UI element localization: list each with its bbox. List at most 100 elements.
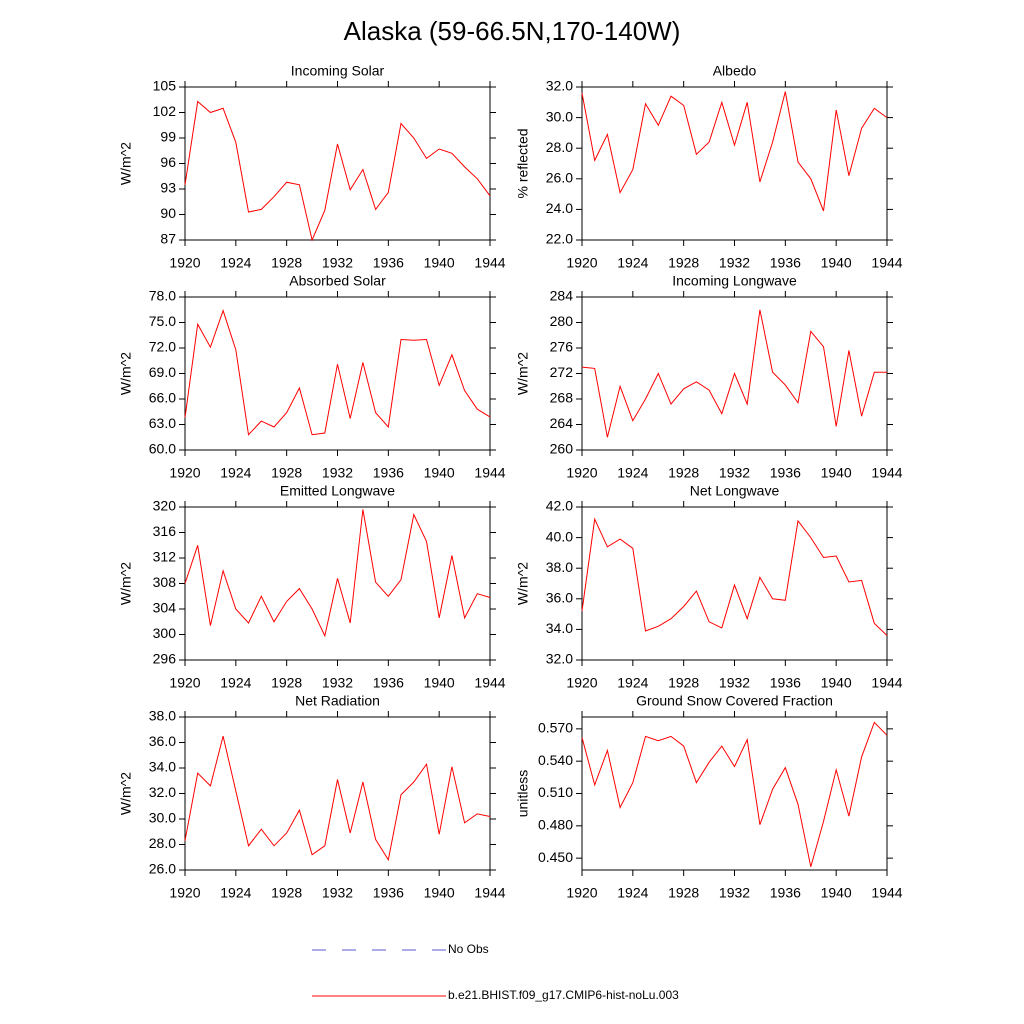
y-tick-label: 308 (153, 574, 177, 590)
y-tick-label: 75.0 (149, 313, 176, 329)
y-tick-label: 66.0 (149, 390, 176, 406)
x-tick-label: 1940 (424, 675, 455, 691)
x-tick-label: 1932 (322, 885, 353, 901)
x-tick-label: 1944 (474, 675, 505, 691)
x-tick-label: 1932 (719, 885, 750, 901)
y-tick-label: 78.0 (149, 288, 176, 304)
x-tick-label: 1936 (770, 885, 801, 901)
y-tick-label: 99 (160, 129, 176, 145)
panel-title: Ground Snow Covered Fraction (636, 693, 833, 709)
x-tick-label: 1920 (169, 465, 200, 481)
data-line (581, 309, 887, 438)
x-tick-label: 1932 (322, 465, 353, 481)
y-tick-label: 28.0 (149, 835, 176, 851)
x-tick-label: 1928 (668, 675, 699, 691)
x-tick-label: 1944 (871, 465, 902, 481)
x-tick-label: 1936 (373, 255, 404, 271)
panel-title: Net Longwave (690, 483, 780, 499)
plot-frame (581, 506, 888, 661)
panel-title: Absorbed Solar (289, 273, 386, 289)
y-axis-label: W/m^2 (118, 142, 134, 185)
data-line (184, 735, 491, 862)
y-tick-label: 32.0 (149, 784, 176, 800)
x-tick-label: 1924 (220, 675, 251, 691)
y-axis-label: W/m^2 (118, 772, 134, 815)
data-line (581, 721, 888, 867)
y-tick-label: 280 (550, 313, 574, 329)
y-tick-label: 320 (153, 498, 177, 514)
y-axis-label: W/m^2 (118, 352, 134, 395)
y-tick-label: 276 (550, 339, 574, 355)
x-tick-label: 1920 (169, 885, 200, 901)
data-line (581, 517, 888, 636)
y-tick-label: 0.540 (538, 752, 573, 768)
panel-title: Incoming Solar (291, 63, 385, 79)
x-tick-label: 1944 (871, 885, 902, 901)
plot-frame (184, 506, 491, 661)
x-tick-label: 1924 (617, 885, 648, 901)
plot-frame (184, 86, 491, 241)
y-tick-label: 304 (153, 600, 177, 616)
y-tick-label: 93 (160, 180, 176, 196)
x-tick-label: 1936 (373, 675, 404, 691)
y-tick-label: 38.0 (149, 708, 176, 724)
plot-frame (184, 716, 491, 871)
x-tick-label: 1920 (169, 675, 200, 691)
x-tick-label: 1936 (770, 465, 801, 481)
y-tick-label: 0.570 (538, 720, 573, 736)
y-tick-label: 30.0 (546, 108, 573, 124)
panel-title: Emitted Longwave (280, 483, 395, 499)
x-tick-label: 1940 (821, 885, 852, 901)
y-tick-label: 32.0 (546, 651, 573, 667)
y-tick-label: 300 (153, 625, 177, 641)
y-tick-label: 42.0 (546, 498, 573, 514)
y-tick-label: 38.0 (546, 559, 573, 575)
x-tick-label: 1944 (474, 465, 505, 481)
y-tick-label: 284 (550, 288, 574, 304)
y-tick-label: 0.480 (538, 817, 573, 833)
y-tick-label: 24.0 (546, 200, 573, 216)
y-tick-label: 268 (550, 390, 574, 406)
y-tick-label: 22.0 (546, 231, 573, 247)
plot-frame (184, 296, 491, 451)
plot-frame (581, 716, 888, 871)
x-tick-label: 1944 (871, 675, 902, 691)
x-tick-label: 1920 (169, 255, 200, 271)
panel-title: Albedo (713, 63, 757, 79)
x-tick-label: 1936 (373, 885, 404, 901)
data-line (184, 509, 491, 638)
y-tick-label: 34.0 (149, 759, 176, 775)
x-tick-label: 1940 (424, 885, 455, 901)
x-tick-label: 1928 (668, 885, 699, 901)
x-tick-label: 1932 (322, 675, 353, 691)
y-tick-label: 40.0 (546, 528, 573, 544)
panel-title: Net Radiation (295, 693, 380, 709)
plot-frame (581, 86, 888, 241)
figure-title: Alaska (59-66.5N,170-140W) (344, 16, 681, 46)
x-tick-label: 1928 (271, 255, 302, 271)
y-axis-label: unitless (515, 770, 531, 817)
y-tick-label: 72.0 (149, 339, 176, 355)
y-tick-label: 60.0 (149, 441, 176, 457)
x-tick-label: 1924 (220, 465, 251, 481)
y-tick-label: 96 (160, 154, 176, 170)
x-tick-label: 1932 (719, 465, 750, 481)
y-tick-label: 32.0 (546, 78, 573, 94)
data-line (184, 100, 491, 242)
x-tick-label: 1928 (271, 885, 302, 901)
y-tick-label: 264 (550, 415, 574, 431)
x-tick-label: 1944 (474, 255, 505, 271)
y-tick-label: 28.0 (546, 139, 573, 155)
x-tick-label: 1936 (373, 465, 404, 481)
x-tick-label: 1924 (220, 885, 251, 901)
y-axis-label: % reflected (515, 128, 531, 198)
y-tick-label: 296 (153, 651, 177, 667)
x-tick-label: 1940 (821, 255, 852, 271)
y-tick-label: 69.0 (149, 364, 176, 380)
x-tick-label: 1928 (271, 465, 302, 481)
x-tick-label: 1940 (424, 465, 455, 481)
x-tick-label: 1936 (770, 255, 801, 271)
x-tick-label: 1924 (617, 255, 648, 271)
y-tick-label: 26.0 (546, 170, 573, 186)
